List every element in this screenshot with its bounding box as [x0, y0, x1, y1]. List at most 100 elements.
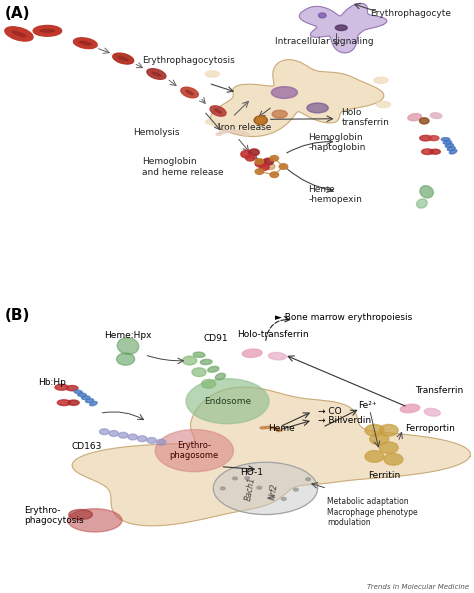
Ellipse shape [420, 186, 433, 198]
Ellipse shape [78, 393, 86, 397]
Text: → CO: → CO [318, 407, 341, 416]
Ellipse shape [419, 135, 431, 141]
Circle shape [269, 496, 274, 499]
Text: Iron release: Iron release [218, 123, 272, 132]
Ellipse shape [447, 146, 455, 151]
Ellipse shape [5, 27, 33, 41]
Ellipse shape [57, 400, 71, 406]
Circle shape [137, 436, 147, 442]
Circle shape [254, 116, 267, 125]
Ellipse shape [213, 463, 318, 515]
Circle shape [233, 477, 237, 480]
Ellipse shape [68, 400, 79, 405]
Text: CD91: CD91 [204, 334, 228, 343]
Text: Ferritin: Ferritin [368, 471, 400, 480]
Ellipse shape [374, 77, 388, 84]
Circle shape [220, 487, 225, 490]
Circle shape [257, 486, 262, 489]
Circle shape [279, 164, 288, 169]
Text: Hb:Hp: Hb:Hp [38, 378, 66, 387]
Text: Erythro-
phagocytosis: Erythro- phagocytosis [24, 506, 83, 525]
Circle shape [419, 118, 429, 124]
Ellipse shape [265, 426, 271, 429]
Ellipse shape [224, 130, 230, 133]
Ellipse shape [117, 337, 139, 355]
Circle shape [201, 380, 216, 388]
Circle shape [365, 425, 384, 436]
Text: CD163: CD163 [71, 442, 101, 451]
Text: ► Bone marrow erythropoiesis: ► Bone marrow erythropoiesis [275, 313, 412, 321]
Text: Hemoglobin
-haptoglobin: Hemoglobin -haptoglobin [308, 133, 365, 152]
Text: Metabolic adaptation
Macrophage phenotype
modulation: Metabolic adaptation Macrophage phenotyp… [327, 497, 418, 527]
Ellipse shape [181, 87, 198, 98]
Text: Erythro-
phagosome: Erythro- phagosome [170, 441, 219, 460]
Circle shape [255, 169, 264, 174]
Circle shape [260, 164, 269, 170]
Circle shape [265, 164, 275, 170]
Ellipse shape [449, 149, 457, 154]
Ellipse shape [215, 109, 221, 113]
Text: (B): (B) [5, 308, 30, 323]
Ellipse shape [428, 136, 439, 141]
Circle shape [263, 158, 273, 165]
Ellipse shape [268, 352, 286, 360]
Ellipse shape [152, 72, 161, 76]
Text: Heme
-hemopexin: Heme -hemopexin [308, 185, 362, 205]
Ellipse shape [147, 69, 166, 79]
Text: Nrf2: Nrf2 [268, 483, 280, 500]
Ellipse shape [186, 90, 193, 95]
Ellipse shape [271, 87, 298, 98]
Ellipse shape [219, 131, 225, 133]
Ellipse shape [400, 404, 420, 413]
Ellipse shape [216, 133, 222, 135]
Ellipse shape [376, 101, 391, 107]
Ellipse shape [272, 110, 287, 118]
Ellipse shape [307, 103, 328, 113]
Circle shape [370, 433, 389, 445]
Circle shape [270, 155, 279, 161]
Text: Transferrin: Transferrin [415, 387, 463, 396]
Ellipse shape [430, 113, 442, 119]
Ellipse shape [242, 349, 262, 358]
Circle shape [241, 151, 252, 158]
Circle shape [118, 432, 128, 438]
Circle shape [100, 429, 109, 435]
Ellipse shape [430, 149, 440, 154]
Text: Erythrophagocyte: Erythrophagocyte [370, 9, 451, 18]
Ellipse shape [422, 149, 433, 155]
Ellipse shape [33, 25, 62, 36]
Ellipse shape [206, 119, 220, 125]
Ellipse shape [69, 509, 92, 519]
Circle shape [319, 13, 326, 18]
Circle shape [249, 149, 259, 156]
Circle shape [255, 159, 264, 164]
Circle shape [255, 160, 266, 167]
Text: Holo-transferrin: Holo-transferrin [237, 330, 309, 339]
Ellipse shape [210, 106, 226, 116]
Ellipse shape [12, 31, 26, 37]
Ellipse shape [443, 141, 452, 144]
Ellipse shape [335, 25, 347, 30]
Ellipse shape [90, 401, 97, 406]
Text: Trends in Molecular Medicine: Trends in Molecular Medicine [367, 584, 469, 590]
Ellipse shape [241, 132, 246, 134]
Circle shape [379, 425, 398, 436]
Circle shape [365, 451, 384, 463]
Text: Holo
transferrin: Holo transferrin [341, 108, 389, 127]
Circle shape [282, 498, 286, 500]
Ellipse shape [155, 429, 233, 471]
Circle shape [256, 117, 265, 123]
Text: Hemolysis: Hemolysis [133, 128, 179, 137]
Circle shape [379, 442, 398, 454]
Ellipse shape [186, 379, 269, 424]
Circle shape [192, 368, 206, 377]
Circle shape [246, 155, 255, 161]
Text: → Biliverdin: → Biliverdin [318, 416, 371, 426]
Text: Heme:Hpx: Heme:Hpx [104, 331, 152, 340]
Ellipse shape [236, 130, 242, 133]
Ellipse shape [260, 426, 266, 429]
Text: HO-1: HO-1 [240, 468, 263, 477]
Ellipse shape [80, 42, 91, 45]
Ellipse shape [274, 428, 280, 430]
Ellipse shape [55, 384, 68, 390]
